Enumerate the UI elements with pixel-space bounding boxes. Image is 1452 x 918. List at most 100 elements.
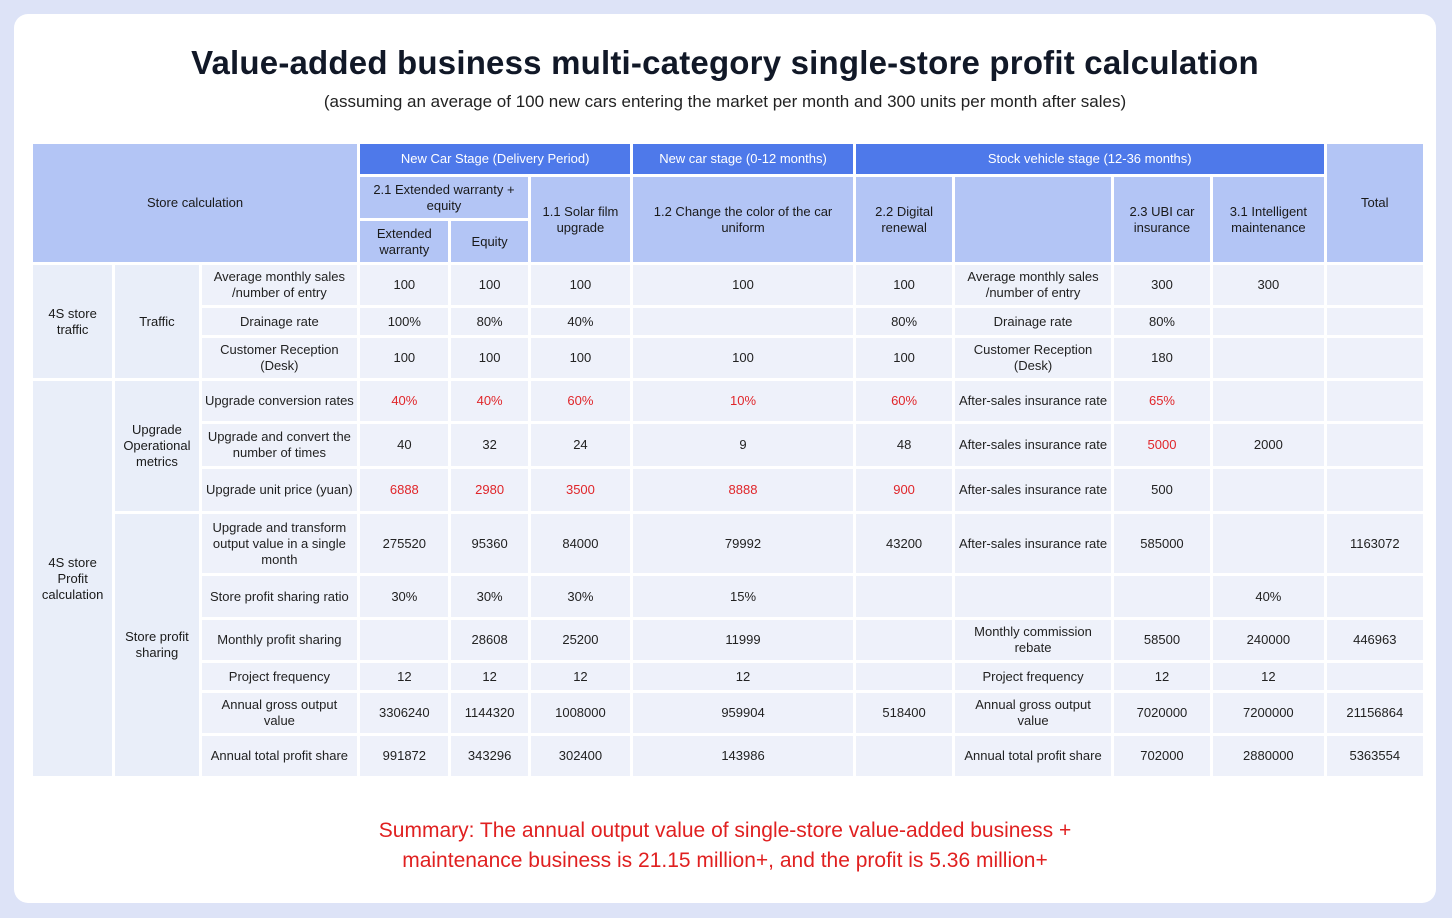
- row-label: Customer Reception (Desk): [201, 338, 358, 378]
- row-label-stock: After-sales insurance rate: [955, 381, 1111, 421]
- cell-ubi: 702000: [1113, 736, 1211, 776]
- cell-solar-film: 40%: [530, 308, 631, 335]
- header-total: Total: [1326, 144, 1423, 262]
- cell-change-color: 100: [633, 338, 853, 378]
- row-label: Store profit sharing ratio: [201, 576, 358, 617]
- row-label: Drainage rate: [201, 308, 358, 335]
- cell-change-color: 8888: [633, 469, 853, 511]
- cell-digital-renewal: 48: [855, 424, 953, 466]
- row-label-stock: [955, 576, 1111, 617]
- cell-solar-film: 12: [530, 663, 631, 690]
- cell-total: [1326, 469, 1423, 511]
- header-stock-vehicle-stage: Stock vehicle stage (12-36 months): [855, 144, 1324, 174]
- cell-ubi: 80%: [1113, 308, 1211, 335]
- table-row: 4S store traffic Traffic Average monthly…: [33, 265, 1423, 378]
- cell-total: [1326, 576, 1423, 617]
- table-row: Upgrade unit price (yuan) 6888 2980 3500…: [33, 469, 1423, 511]
- cell-solar-film: 302400: [530, 736, 631, 776]
- cell-extended-warranty: 3306240: [360, 693, 449, 733]
- cell-extended-warranty: 100: [360, 338, 449, 378]
- content-card: Value-added business multi-category sing…: [14, 14, 1436, 903]
- row-label-stock: After-sales insurance rate: [955, 424, 1111, 466]
- cell-intelligent: [1213, 514, 1324, 573]
- cell-solar-film: 24: [530, 424, 631, 466]
- cell-extended-warranty: 6888: [360, 469, 449, 511]
- row-label: Annual gross output value: [201, 693, 358, 733]
- profit-table: Store calculation New Car Stage (Deliver…: [30, 141, 1426, 779]
- row-label: Upgrade and transform output value in a …: [201, 514, 358, 573]
- cell-extended-warranty: 30%: [360, 576, 449, 617]
- page-title: Value-added business multi-category sing…: [191, 44, 1259, 81]
- table-row: Project frequency 12 12 12 12 Project fr…: [33, 663, 1423, 690]
- cell-digital-renewal: 100: [855, 338, 953, 378]
- cell-digital-renewal: 100: [855, 265, 953, 305]
- table-row: Customer Reception (Desk) 100 100 100 10…: [33, 338, 1423, 378]
- header-extended-warranty: Extended warranty: [360, 221, 449, 262]
- row-label: Upgrade and convert the number of times: [201, 424, 358, 466]
- row-label: Annual total profit share: [201, 736, 358, 776]
- group-4s-store-traffic: 4S store traffic: [33, 265, 113, 378]
- cell-digital-renewal: [855, 663, 953, 690]
- row-label: Average monthly sales /number of entry: [201, 265, 358, 305]
- header-change-color: 1.2 Change the color of the car uniform: [633, 177, 853, 262]
- cell-digital-renewal: 518400: [855, 693, 953, 733]
- cell-change-color: 15%: [633, 576, 853, 617]
- header-equity: Equity: [451, 221, 528, 262]
- summary-line-2: maintenance business is 21.15 million+, …: [402, 849, 1048, 872]
- cell-solar-film: 84000: [530, 514, 631, 573]
- cell-intelligent: 2880000: [1213, 736, 1324, 776]
- cell-equity: 30%: [451, 576, 528, 617]
- cell-change-color: 143986: [633, 736, 853, 776]
- cell-intelligent: 7200000: [1213, 693, 1324, 733]
- cell-digital-renewal: 43200: [855, 514, 953, 573]
- cell-extended-warranty: 100: [360, 265, 449, 305]
- header-ubi-insurance: 2.3 UBI car insurance: [1113, 177, 1211, 262]
- row-label: Project frequency: [201, 663, 358, 690]
- cell-equity: 40%: [451, 381, 528, 421]
- row-label-stock: Average monthly sales /number of entry: [955, 265, 1111, 305]
- cell-change-color: 12: [633, 663, 853, 690]
- group-store-profit-sharing: Store profit sharing: [115, 514, 199, 776]
- cell-intelligent: 240000: [1213, 620, 1324, 660]
- cell-change-color: 9: [633, 424, 853, 466]
- cell-intelligent: 12: [1213, 663, 1324, 690]
- summary-line-1: Summary: The annual output value of sing…: [378, 819, 1072, 842]
- cell-total: [1326, 338, 1423, 378]
- cell-extended-warranty: [360, 620, 449, 660]
- header-store-calculation: Store calculation: [33, 144, 358, 262]
- cell-total: 21156864: [1326, 693, 1423, 733]
- cell-ubi: 585000: [1113, 514, 1211, 573]
- row-label: Monthly profit sharing: [201, 620, 358, 660]
- table-row: Drainage rate 100% 80% 40% 80% Drainage …: [33, 308, 1423, 335]
- cell-change-color: 11999: [633, 620, 853, 660]
- cell-change-color: [633, 308, 853, 335]
- cell-extended-warranty: 275520: [360, 514, 449, 573]
- cell-equity: 95360: [451, 514, 528, 573]
- summary-text: Summary: The annual output value of sing…: [14, 816, 1436, 876]
- cell-intelligent: [1213, 338, 1324, 378]
- table-row: Annual total profit share 991872 343296 …: [33, 736, 1423, 776]
- cell-equity: 80%: [451, 308, 528, 335]
- cell-ubi: 180: [1113, 338, 1211, 378]
- cell-total: [1326, 308, 1423, 335]
- cell-change-color: 100: [633, 265, 853, 305]
- cell-change-color: 10%: [633, 381, 853, 421]
- cell-digital-renewal: 900: [855, 469, 953, 511]
- cell-total: 5363554: [1326, 736, 1423, 776]
- table-row: Monthly profit sharing 28608 25200 11999…: [33, 620, 1423, 660]
- cell-total: [1326, 663, 1423, 690]
- cell-ubi: 12: [1113, 663, 1211, 690]
- header-blank: [955, 177, 1111, 262]
- header-solar-film: 1.1 Solar film upgrade: [530, 177, 631, 262]
- group-4s-store-profit: 4S store Profit calculation: [33, 381, 113, 776]
- row-label-stock: Monthly commission rebate: [955, 620, 1111, 660]
- table-row: 4S store Profit calculation Upgrade Oper…: [33, 381, 1423, 776]
- cell-digital-renewal: 60%: [855, 381, 953, 421]
- cell-ubi: 500: [1113, 469, 1211, 511]
- page-subtitle: (assuming an average of 100 new cars ent…: [323, 92, 1127, 111]
- header-new-car-stage-0-12: New car stage (0-12 months): [633, 144, 853, 174]
- header-digital-renewal: 2.2 Digital renewal: [855, 177, 953, 262]
- row-label-stock: Customer Reception (Desk): [955, 338, 1111, 378]
- cell-solar-film: 100: [530, 265, 631, 305]
- row-label: Upgrade conversion rates: [201, 381, 358, 421]
